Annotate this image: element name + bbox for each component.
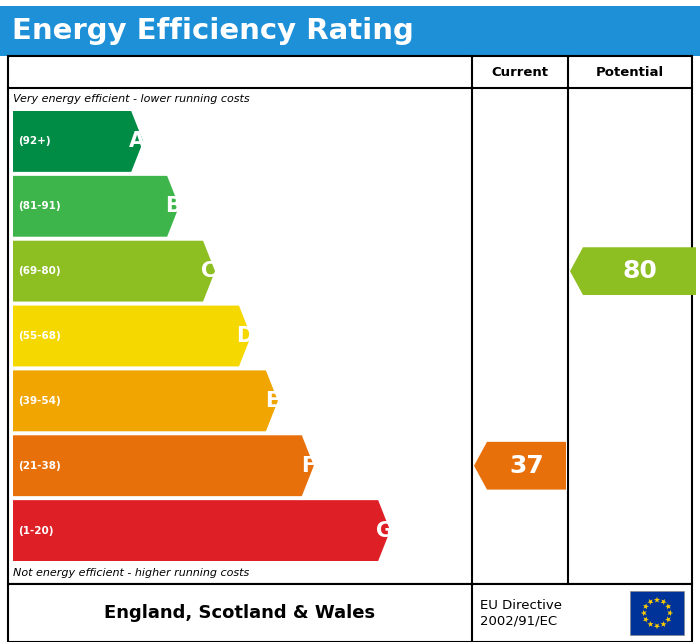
Bar (8, 56, 692, 584)
Polygon shape (474, 442, 566, 490)
Text: Very energy efficient - lower running costs: Very energy efficient - lower running co… (13, 94, 250, 104)
Polygon shape (643, 603, 649, 609)
Polygon shape (13, 241, 215, 302)
Polygon shape (13, 176, 179, 237)
Text: D: D (237, 326, 253, 346)
Bar (0, 6, 700, 56)
Text: (55-68): (55-68) (18, 331, 61, 341)
Text: E: E (265, 391, 279, 411)
Bar (630, 591, 684, 635)
Polygon shape (665, 616, 671, 623)
Polygon shape (648, 599, 653, 605)
Polygon shape (13, 111, 144, 172)
Polygon shape (665, 603, 671, 609)
Text: 80: 80 (622, 259, 657, 283)
Text: Not energy efficient - higher running costs: Not energy efficient - higher running co… (13, 568, 249, 578)
Text: EU Directive
2002/91/EC: EU Directive 2002/91/EC (480, 599, 562, 627)
Text: (1-20): (1-20) (18, 526, 53, 535)
Text: (81-91): (81-91) (18, 202, 61, 211)
Polygon shape (667, 610, 673, 616)
Polygon shape (643, 616, 649, 623)
Polygon shape (13, 306, 251, 367)
Polygon shape (640, 610, 647, 616)
Text: (69-80): (69-80) (18, 266, 61, 276)
Text: G: G (376, 521, 393, 541)
Polygon shape (654, 597, 660, 603)
Text: (21-38): (21-38) (18, 461, 61, 471)
Polygon shape (648, 621, 653, 627)
Text: England, Scotland & Wales: England, Scotland & Wales (104, 604, 376, 622)
Polygon shape (661, 621, 666, 627)
Polygon shape (13, 435, 314, 496)
Text: (39-54): (39-54) (18, 396, 61, 406)
Polygon shape (13, 500, 390, 561)
Text: Energy Efficiency Rating: Energy Efficiency Rating (12, 17, 414, 45)
Polygon shape (13, 370, 278, 431)
Text: 37: 37 (509, 454, 544, 478)
Polygon shape (654, 623, 660, 629)
Text: Current: Current (491, 65, 549, 78)
Text: F: F (301, 456, 315, 476)
Text: B: B (165, 196, 181, 216)
Bar (8, 584, 692, 642)
Polygon shape (661, 599, 666, 605)
Text: Potential: Potential (596, 65, 664, 78)
Polygon shape (570, 247, 696, 295)
Text: A: A (129, 132, 146, 152)
Text: C: C (202, 261, 217, 281)
Text: (92+): (92+) (18, 137, 50, 146)
